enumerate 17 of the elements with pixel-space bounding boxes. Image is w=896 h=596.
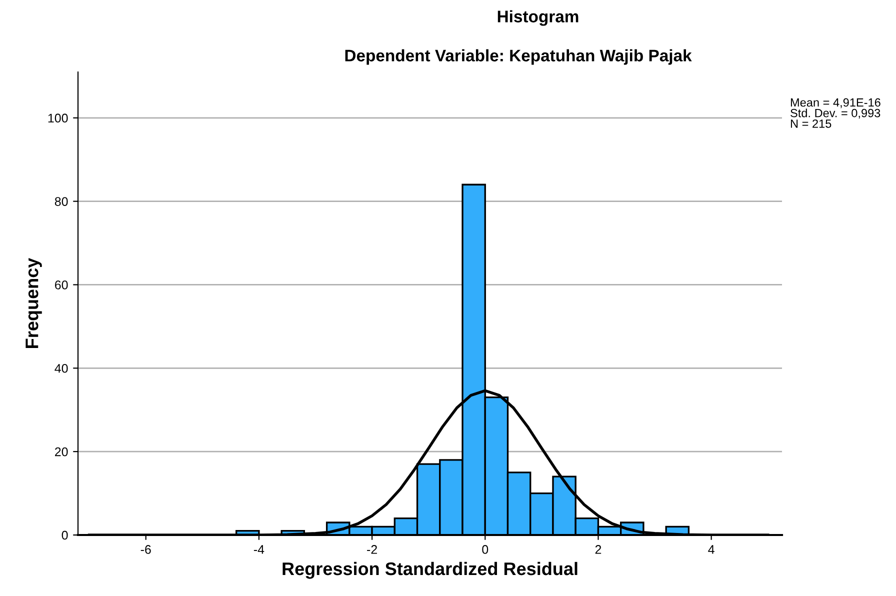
x-tick-label: -4 [254,545,264,554]
y-axis-title: Frequency [26,258,42,348]
chart-subtitle: Dependent Variable: Kepatuhan Wajib Pajak [345,49,692,65]
y-tick-label: 80 [54,197,68,206]
x-tick-label: -2 [367,545,377,554]
y-tick-label: 40 [54,364,68,373]
x-tick-label: 0 [482,545,488,554]
x-tick-label: 2 [595,545,602,554]
x-tick-label: -6 [140,545,151,554]
text: Mean = 4,91E-16 Std. Dev. = 0,993 N = 215 [790,98,880,128]
x-tick-label: 4 [708,545,714,554]
y-tick-label: 0 [62,530,68,540]
chart-title: Histogram [498,10,578,26]
y-tick-label: 20 [55,447,68,456]
x-axis-title: Regression Standardized Residual [282,562,578,579]
y-tick-label: 60 [55,280,68,290]
y-tick-label: 100 [48,114,68,123]
